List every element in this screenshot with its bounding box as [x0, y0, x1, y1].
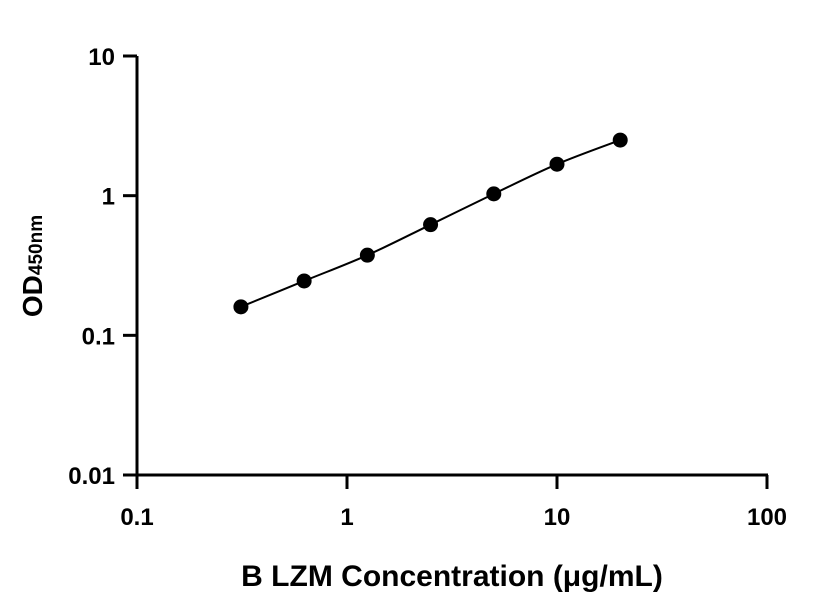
- y-axis-title-subscript: 450nm: [26, 215, 47, 275]
- y-axis-title: OD450nm: [17, 215, 48, 317]
- x-tick-label: 0.1: [120, 504, 153, 531]
- data-point: [359, 247, 375, 263]
- axes: [135, 56, 768, 477]
- ticks: [123, 54, 769, 489]
- data-points: [233, 132, 628, 315]
- data-point: [423, 217, 439, 233]
- y-tick-label: 0.01: [68, 463, 115, 490]
- x-tick-label: 1: [340, 504, 353, 531]
- y-tick-label: 1: [102, 184, 115, 211]
- data-point: [486, 186, 502, 202]
- x-tick-label: 10: [544, 504, 571, 531]
- y-axis-title-main: OD: [17, 275, 48, 317]
- data-point: [549, 156, 565, 172]
- x-axis-title: B LZM Concentration (μg/mL): [241, 560, 663, 593]
- y-tick-label: 0.1: [82, 323, 115, 350]
- data-point: [233, 299, 249, 315]
- data-point: [612, 132, 628, 148]
- y-tick-label: 10: [88, 44, 115, 71]
- data-point: [296, 273, 312, 289]
- x-tick-label: 100: [747, 504, 787, 531]
